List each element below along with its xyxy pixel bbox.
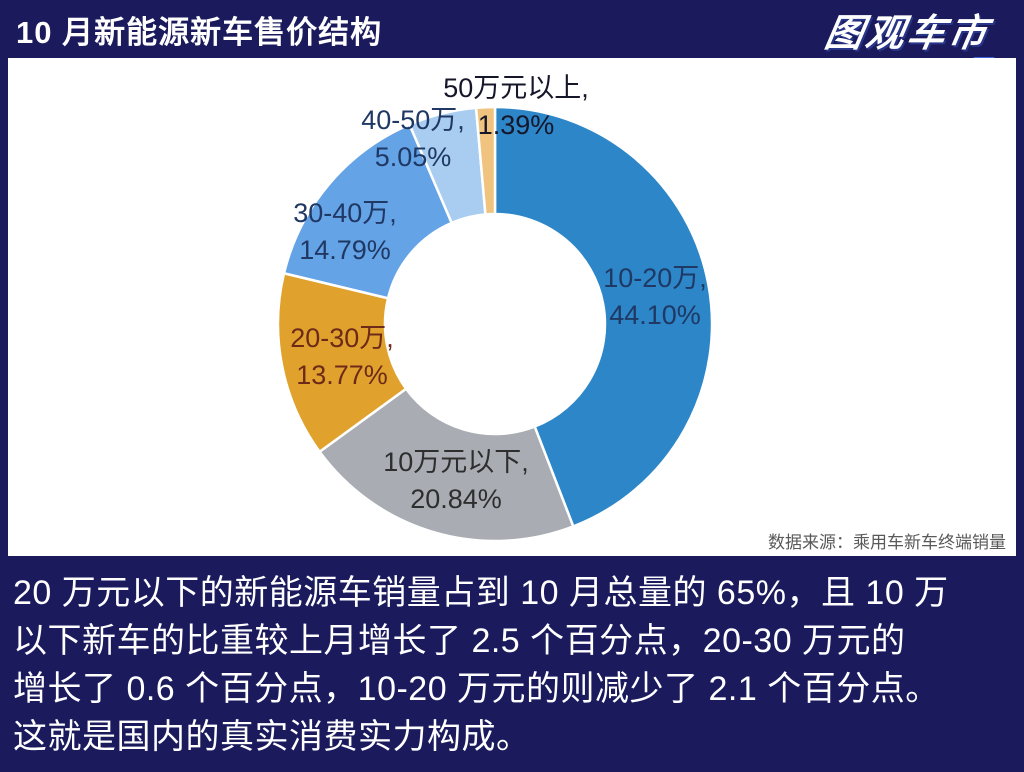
page-title: 10 月新能源新车售价结构	[16, 14, 383, 50]
donut-label-category: 30-40万,	[293, 198, 397, 228]
donut-label-category: 40-50万,	[361, 105, 465, 135]
donut-label-5: 50万元以上, 1.39%	[443, 70, 589, 144]
logo-text: 图观车市	[821, 12, 993, 55]
donut-label-1: 10万元以下, 20.84%	[383, 444, 529, 518]
donut-label-2: 20-30万, 13.77%	[290, 320, 394, 394]
logo: 图观车市	[821, 2, 996, 61]
donut-label-category: 10万元以下,	[383, 447, 529, 477]
donut-label-value: 44.10%	[609, 300, 701, 330]
donut-label-4: 40-50万, 5.05%	[361, 102, 465, 176]
footer-line: 增长了 0.6 个百分点，10-20 万元的则减少了 2.1 个百分点。	[13, 670, 940, 708]
donut-label-category: 50万元以上,	[443, 73, 589, 103]
donut-slice-5	[474, 105, 497, 216]
donut-label-category: 10-20万,	[603, 263, 707, 293]
footer-line: 以下新车的比重较上月增长了 2.5 个百分点，20-30 万元的	[13, 622, 906, 660]
data-source-note: 数据来源：乘用车新车终端销量	[768, 533, 1006, 552]
donut-label-3: 30-40万, 14.79%	[293, 195, 397, 269]
donut-slice-3	[282, 123, 453, 300]
donut-label-value: 5.05%	[374, 142, 452, 172]
donut-label-0: 10-20万, 44.10%	[603, 260, 707, 334]
footer-line: 20 万元以下的新能源车销量占到 10 月总量的 65%，且 10 万	[13, 574, 949, 612]
donut-chart	[276, 105, 714, 543]
header-bar: 10 月新能源新车售价结构 图观车市	[0, 0, 1024, 61]
donut-slice-2	[276, 272, 408, 454]
donut-slice-0	[493, 105, 714, 528]
chart-panel: 10-20万, 44.10% 10万元以下, 20.84% 20-30万, 13.77% 3…	[8, 58, 1016, 556]
donut-label-value: 14.79%	[299, 235, 391, 265]
footer-line: 这就是国内的真实消费实力构成。	[13, 718, 531, 756]
donut-slice-1	[318, 387, 575, 543]
donut-label-value: 1.39%	[477, 110, 555, 140]
donut-label-category: 20-30万,	[290, 323, 394, 353]
donut-label-value: 20.84%	[410, 484, 502, 514]
footer-text-block: 20 万元以下的新能源车销量占到 10 月总量的 65%，且 10 万 以下新车…	[0, 556, 1024, 772]
donut-label-value: 13.77%	[296, 360, 388, 390]
